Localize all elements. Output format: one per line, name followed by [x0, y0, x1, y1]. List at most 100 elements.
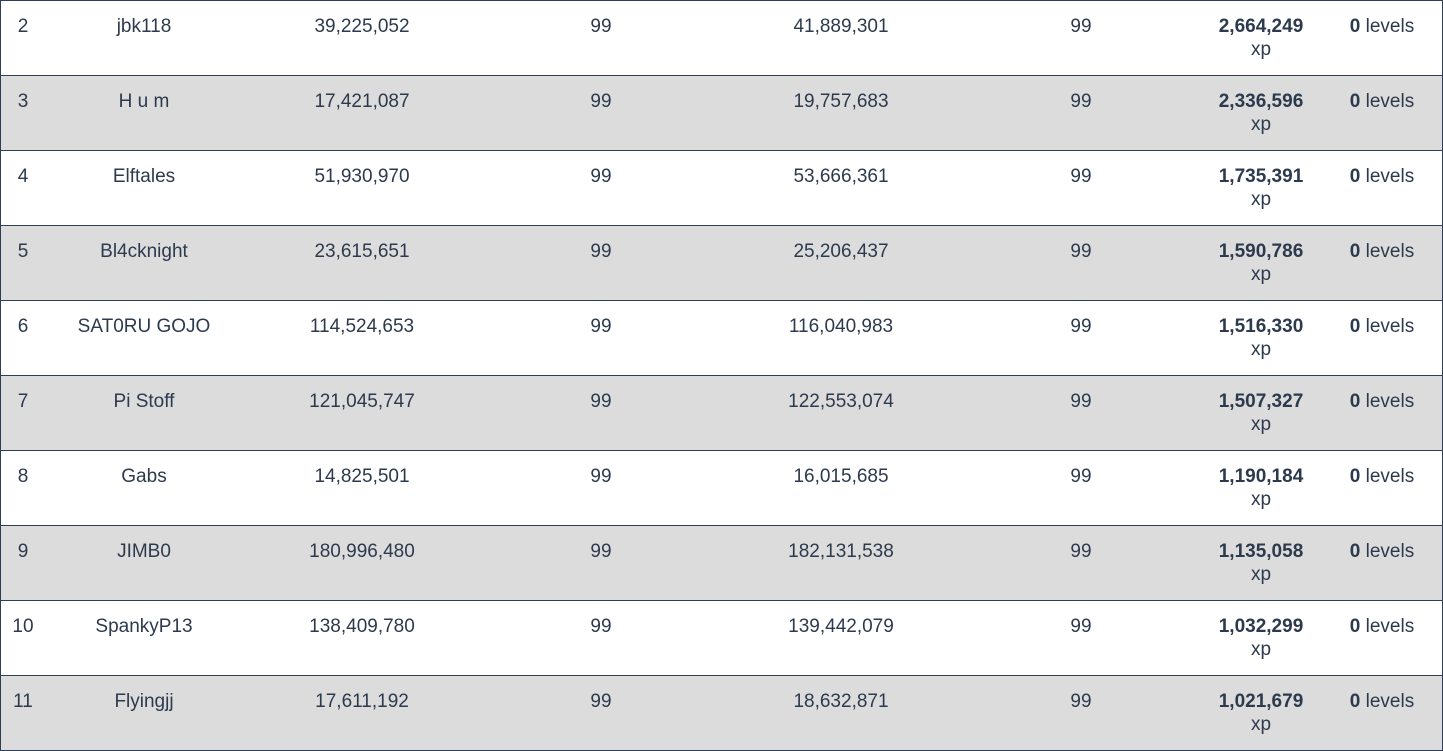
table-row: 9 JIMB0 180,996,480 99 182,131,538 99 1,…	[0, 525, 1443, 600]
levels-gained-unit: levels	[1365, 316, 1415, 337]
end-xp-cell: 25,206,437	[793, 241, 889, 262]
player-name-link[interactable]: Pi Stoff	[113, 391, 175, 412]
xp-gained-cell: 1,507,327 xp	[1201, 391, 1321, 437]
start-level-cell: 99	[590, 391, 612, 412]
xp-gained-value: 1,507,327	[1218, 391, 1304, 412]
start-level-cell: 99	[590, 241, 612, 262]
end-xp-cell: 139,442,079	[788, 616, 894, 637]
end-xp-cell: 53,666,361	[793, 166, 889, 187]
xp-gained-unit: xp	[1250, 189, 1272, 210]
start-level-cell: 99	[590, 316, 612, 337]
xp-gained-unit: xp	[1250, 564, 1272, 585]
xp-gained-unit: xp	[1250, 339, 1272, 360]
end-level-cell: 99	[1070, 16, 1092, 37]
levels-gained-value: 0	[1349, 241, 1361, 262]
levels-gained-unit: levels	[1365, 16, 1415, 37]
start-level-cell: 99	[590, 691, 612, 712]
levels-gained-value: 0	[1349, 616, 1361, 637]
player-name-link[interactable]: JIMB0	[117, 541, 171, 562]
start-level-cell: 99	[590, 166, 612, 187]
end-level-cell: 99	[1070, 541, 1092, 562]
end-level-cell: 99	[1070, 616, 1092, 637]
start-level-cell: 99	[590, 616, 612, 637]
levels-gained-cell: 0 levels	[1321, 691, 1443, 713]
xp-gained-value: 2,336,596	[1218, 91, 1304, 112]
levels-gained-unit: levels	[1365, 166, 1415, 187]
xp-gained-value: 1,032,299	[1218, 616, 1304, 637]
levels-gained-value: 0	[1349, 391, 1361, 412]
rank-cell: 8	[17, 466, 29, 487]
rank-cell: 3	[17, 91, 29, 112]
levels-gained-unit: levels	[1365, 91, 1415, 112]
start-xp-cell: 121,045,747	[309, 391, 415, 412]
xp-gained-cell: 1,032,299 xp	[1201, 616, 1321, 662]
table-row: 11 Flyingjj 17,611,192 99 18,632,871 99 …	[0, 675, 1443, 751]
player-name-link[interactable]: H u m	[118, 91, 170, 112]
table-row: 10 SpankyP13 138,409,780 99 139,442,079 …	[0, 600, 1443, 675]
start-xp-cell: 17,421,087	[314, 91, 410, 112]
levels-gained-unit: levels	[1365, 541, 1415, 562]
end-level-cell: 99	[1070, 241, 1092, 262]
rank-cell: 4	[17, 166, 29, 187]
rank-cell: 6	[17, 316, 29, 337]
levels-gained-cell: 0 levels	[1321, 241, 1443, 263]
xp-gained-unit: xp	[1250, 414, 1272, 435]
levels-gained-value: 0	[1349, 691, 1361, 712]
levels-gained-value: 0	[1349, 16, 1361, 37]
rank-cell: 11	[13, 691, 33, 712]
player-name-link[interactable]: Elftales	[112, 166, 176, 187]
player-name-link[interactable]: jbk118	[116, 16, 172, 37]
start-level-cell: 99	[590, 16, 612, 37]
xp-gained-value: 1,590,786	[1218, 241, 1304, 262]
levels-gained-value: 0	[1349, 316, 1361, 337]
rank-cell: 2	[17, 16, 29, 37]
player-name-link[interactable]: Gabs	[121, 466, 167, 487]
end-level-cell: 99	[1070, 466, 1092, 487]
xp-gained-unit: xp	[1250, 39, 1272, 60]
levels-gained-cell: 0 levels	[1321, 16, 1443, 38]
xp-gained-value: 1,021,679	[1218, 691, 1304, 712]
table-row: 6 SAT0RU GOJO 114,524,653 99 116,040,983…	[0, 300, 1443, 375]
table-row: 7 Pi Stoff 121,045,747 99 122,553,074 99…	[0, 375, 1443, 450]
end-level-cell: 99	[1070, 166, 1092, 187]
rank-cell: 9	[17, 541, 29, 562]
xp-gained-unit: xp	[1250, 264, 1272, 285]
levels-gained-unit: levels	[1365, 616, 1415, 637]
xp-gained-cell: 1,135,058 xp	[1201, 541, 1321, 587]
start-level-cell: 99	[590, 91, 612, 112]
player-name-link[interactable]: SAT0RU GOJO	[77, 316, 211, 337]
end-level-cell: 99	[1070, 316, 1092, 337]
levels-gained-value: 0	[1349, 541, 1361, 562]
levels-gained-cell: 0 levels	[1321, 391, 1443, 413]
player-name-link[interactable]: SpankyP13	[95, 616, 193, 637]
levels-gained-value: 0	[1349, 91, 1361, 112]
start-xp-cell: 23,615,651	[314, 241, 410, 262]
levels-gained-unit: levels	[1365, 391, 1415, 412]
table-row: 2 jbk118 39,225,052 99 41,889,301 99 2,6…	[0, 0, 1443, 75]
end-level-cell: 99	[1070, 691, 1092, 712]
xp-gained-unit: xp	[1250, 114, 1272, 135]
xp-gained-value: 1,516,330	[1218, 316, 1304, 337]
xp-gained-cell: 1,735,391 xp	[1201, 166, 1321, 212]
xp-gained-unit: xp	[1250, 714, 1272, 735]
table-row: 3 H u m 17,421,087 99 19,757,683 99 2,33…	[0, 75, 1443, 150]
end-xp-cell: 16,015,685	[793, 466, 889, 487]
levels-gained-unit: levels	[1365, 691, 1415, 712]
end-xp-cell: 122,553,074	[788, 391, 894, 412]
player-name-link[interactable]: Bl4cknight	[100, 241, 188, 262]
end-xp-cell: 19,757,683	[793, 91, 889, 112]
xp-gained-unit: xp	[1250, 639, 1272, 660]
player-name-link[interactable]: Flyingjj	[114, 691, 174, 712]
xp-gained-value: 1,135,058	[1218, 541, 1304, 562]
start-xp-cell: 51,930,970	[314, 166, 410, 187]
start-xp-cell: 17,611,192	[315, 691, 409, 712]
end-level-cell: 99	[1070, 391, 1092, 412]
rank-cell: 7	[17, 391, 29, 412]
table-row: 5 Bl4cknight 23,615,651 99 25,206,437 99…	[0, 225, 1443, 300]
table-row: 4 Elftales 51,930,970 99 53,666,361 99 1…	[0, 150, 1443, 225]
levels-gained-cell: 0 levels	[1321, 466, 1443, 488]
xp-gained-cell: 1,590,786 xp	[1201, 241, 1321, 287]
xp-gained-value: 1,190,184	[1218, 466, 1304, 487]
xp-gained-cell: 2,336,596 xp	[1201, 91, 1321, 137]
